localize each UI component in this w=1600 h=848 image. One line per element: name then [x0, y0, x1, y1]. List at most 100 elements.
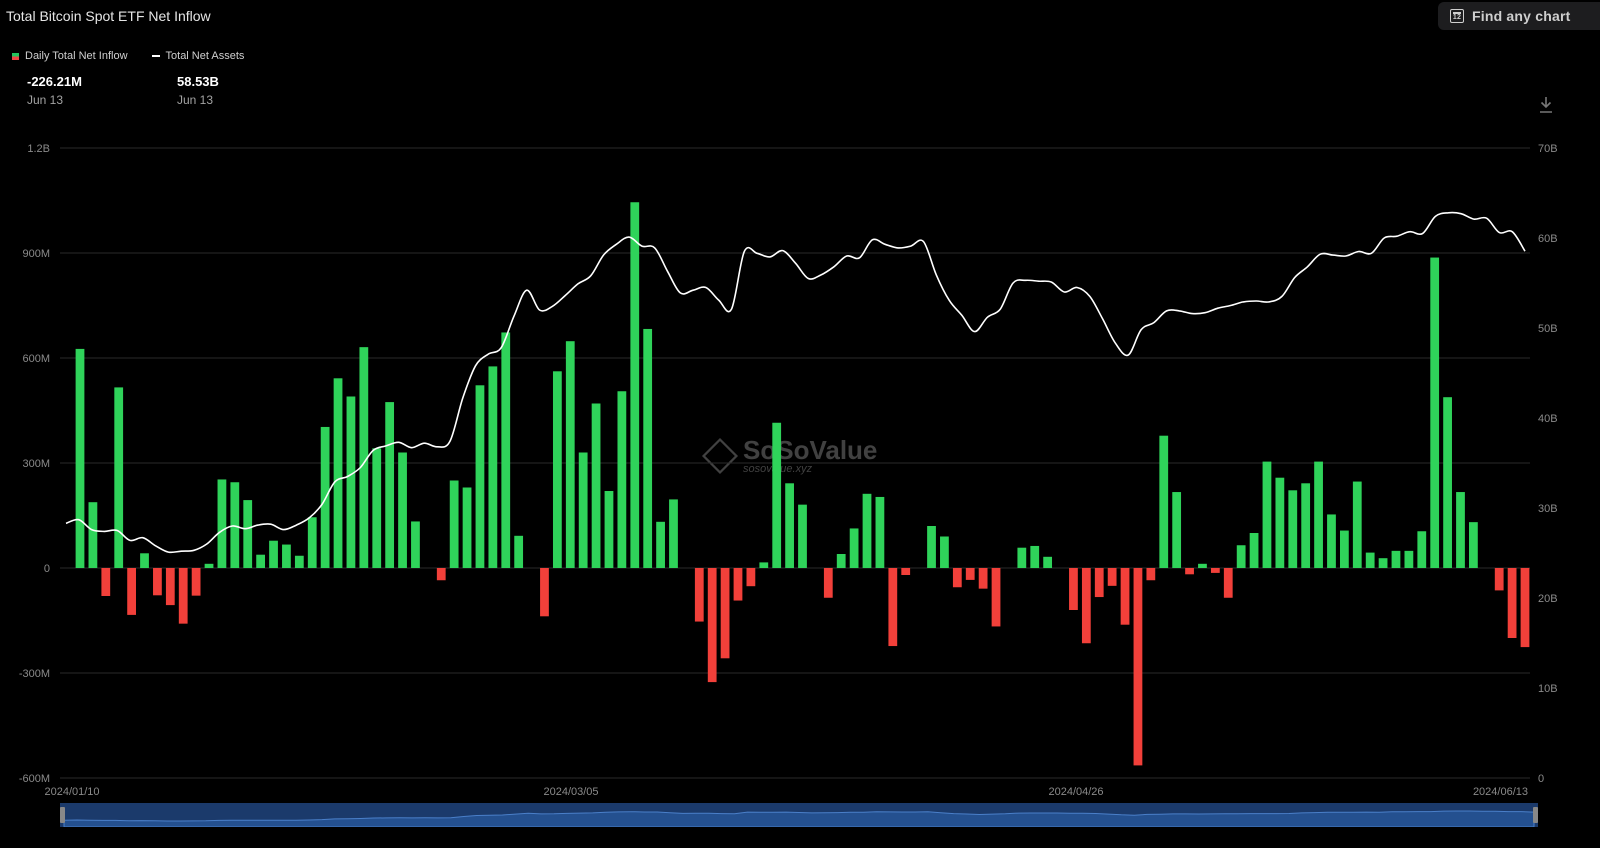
- inflow-bar: [398, 452, 407, 568]
- inflow-bar: [1172, 492, 1182, 568]
- inflow-bar: [462, 487, 472, 568]
- inflow-bar: [307, 517, 317, 568]
- inflow-bar: [1352, 481, 1362, 568]
- inflow-bar: [746, 568, 756, 587]
- inflow-bar: [1456, 492, 1465, 568]
- inflow-bar: [656, 521, 665, 568]
- inflow-bar: [165, 568, 175, 606]
- right-tick-label: 10B: [1538, 683, 1558, 695]
- inflow-bar: [1391, 550, 1401, 568]
- inflow-bar: [1249, 533, 1259, 568]
- right-tick-label: 20B: [1538, 593, 1558, 605]
- inflow-bar: [1030, 545, 1040, 568]
- inflow-bar: [630, 202, 640, 568]
- inflow-bar: [1262, 461, 1272, 568]
- inflow-bar: [1069, 568, 1078, 610]
- inflow-bar: [1081, 568, 1091, 644]
- inflow-bar: [1327, 514, 1336, 568]
- left-tick-label: 0: [44, 563, 50, 575]
- inflow-bar: [669, 499, 678, 568]
- inflow-bar: [798, 504, 807, 568]
- inflow-bar: [436, 568, 446, 581]
- inflow-bar: [733, 568, 743, 601]
- inflow-bar: [101, 568, 111, 596]
- inflow-bar: [591, 403, 601, 568]
- inflow-value: -226.21M: [27, 74, 82, 89]
- navigator-right-handle[interactable]: [1533, 807, 1538, 823]
- line-swatch-icon: [151, 55, 160, 57]
- inflow-bar: [1301, 483, 1311, 568]
- legend-item-assets[interactable]: Total Net Assets: [151, 50, 244, 62]
- inflow-bar: [578, 452, 588, 568]
- inflow-bar: [849, 528, 859, 568]
- inflow-bar: [991, 568, 1001, 627]
- inflow-bar: [346, 396, 356, 568]
- inflow-bar: [1443, 397, 1452, 568]
- inflow-bar: [269, 540, 278, 568]
- inflow-bar: [901, 568, 911, 575]
- watermark-name: SoSoValue: [743, 435, 878, 465]
- inflow-bar: [88, 502, 98, 568]
- inflow-bar: [1275, 477, 1285, 568]
- download-icon[interactable]: [1538, 96, 1554, 114]
- inflow-bar: [952, 568, 962, 588]
- inflow-bar: [243, 500, 253, 568]
- left-tick-label: -600M: [19, 773, 50, 785]
- x-tick-label: 2024/06/13: [1473, 786, 1528, 798]
- left-tick-label: 1.2B: [27, 143, 50, 155]
- watermark: SoSoValue sosovalue.xyz: [701, 435, 878, 475]
- inflow-bar: [940, 536, 949, 568]
- inflow-bar: [114, 387, 124, 568]
- inflow-bar: [1210, 568, 1220, 573]
- assets-value: 58.53B: [177, 74, 219, 89]
- inflow-bar: [178, 568, 188, 624]
- inflow-bar: [694, 568, 704, 622]
- inflow-bar: [604, 491, 614, 568]
- inflow-bar: [888, 568, 898, 647]
- inflow-bar: [1378, 558, 1388, 568]
- inflow-bar: [449, 480, 459, 568]
- inflow-bar: [965, 568, 975, 580]
- inflow-bar: [1043, 556, 1053, 568]
- right-tick-label: 70B: [1538, 143, 1558, 155]
- legend-item-inflow[interactable]: Daily Total Net Inflow: [12, 50, 128, 62]
- range-navigator[interactable]: [60, 803, 1538, 827]
- find-chart-label: Find any chart: [1472, 8, 1571, 24]
- x-tick-label: 2024/03/05: [543, 786, 598, 798]
- inflow-bar: [720, 568, 730, 659]
- inflow-stat: -226.21M Jun 13: [27, 74, 82, 107]
- right-tick-label: 60B: [1538, 233, 1558, 245]
- find-chart-button[interactable]: 12 Find any chart: [1438, 2, 1600, 30]
- inflow-bar: [359, 347, 369, 568]
- navigator-left-handle[interactable]: [60, 807, 65, 823]
- assets-date: Jun 13: [177, 93, 214, 107]
- inflow-bar: [411, 521, 420, 568]
- inflow-bar: [282, 544, 291, 568]
- inflow-bar: [862, 493, 872, 568]
- inflow-bar: [785, 483, 794, 568]
- inflow-bar: [501, 332, 511, 568]
- inflow-bar: [1339, 530, 1349, 568]
- left-tick-label: 300M: [22, 458, 50, 470]
- assets-stat: 58.53B Jun 13: [177, 74, 219, 107]
- inflow-bar: [927, 526, 936, 568]
- inflow-bar: [256, 554, 266, 568]
- inflow-bar: [875, 496, 885, 568]
- inflow-bar: [204, 563, 214, 568]
- inflow-bar: [1094, 568, 1104, 598]
- inflow-bar: [759, 562, 769, 568]
- inflow-date: Jun 13: [27, 93, 64, 107]
- chart-title: Total Bitcoin Spot ETF Net Inflow: [6, 8, 211, 24]
- inflow-bar: [1198, 563, 1207, 568]
- inflow-bar: [1430, 257, 1440, 568]
- inflow-bar: [1236, 545, 1246, 568]
- bar-swatch-icon: [12, 52, 19, 60]
- inflow-bar: [1288, 490, 1298, 568]
- inflow-bar: [1417, 531, 1427, 568]
- inflow-bar: [191, 568, 201, 596]
- inflow-bar: [217, 479, 227, 568]
- net-assets-line: [65, 211, 1526, 554]
- inflow-bar: [1133, 568, 1143, 766]
- inflow-bar: [372, 448, 382, 568]
